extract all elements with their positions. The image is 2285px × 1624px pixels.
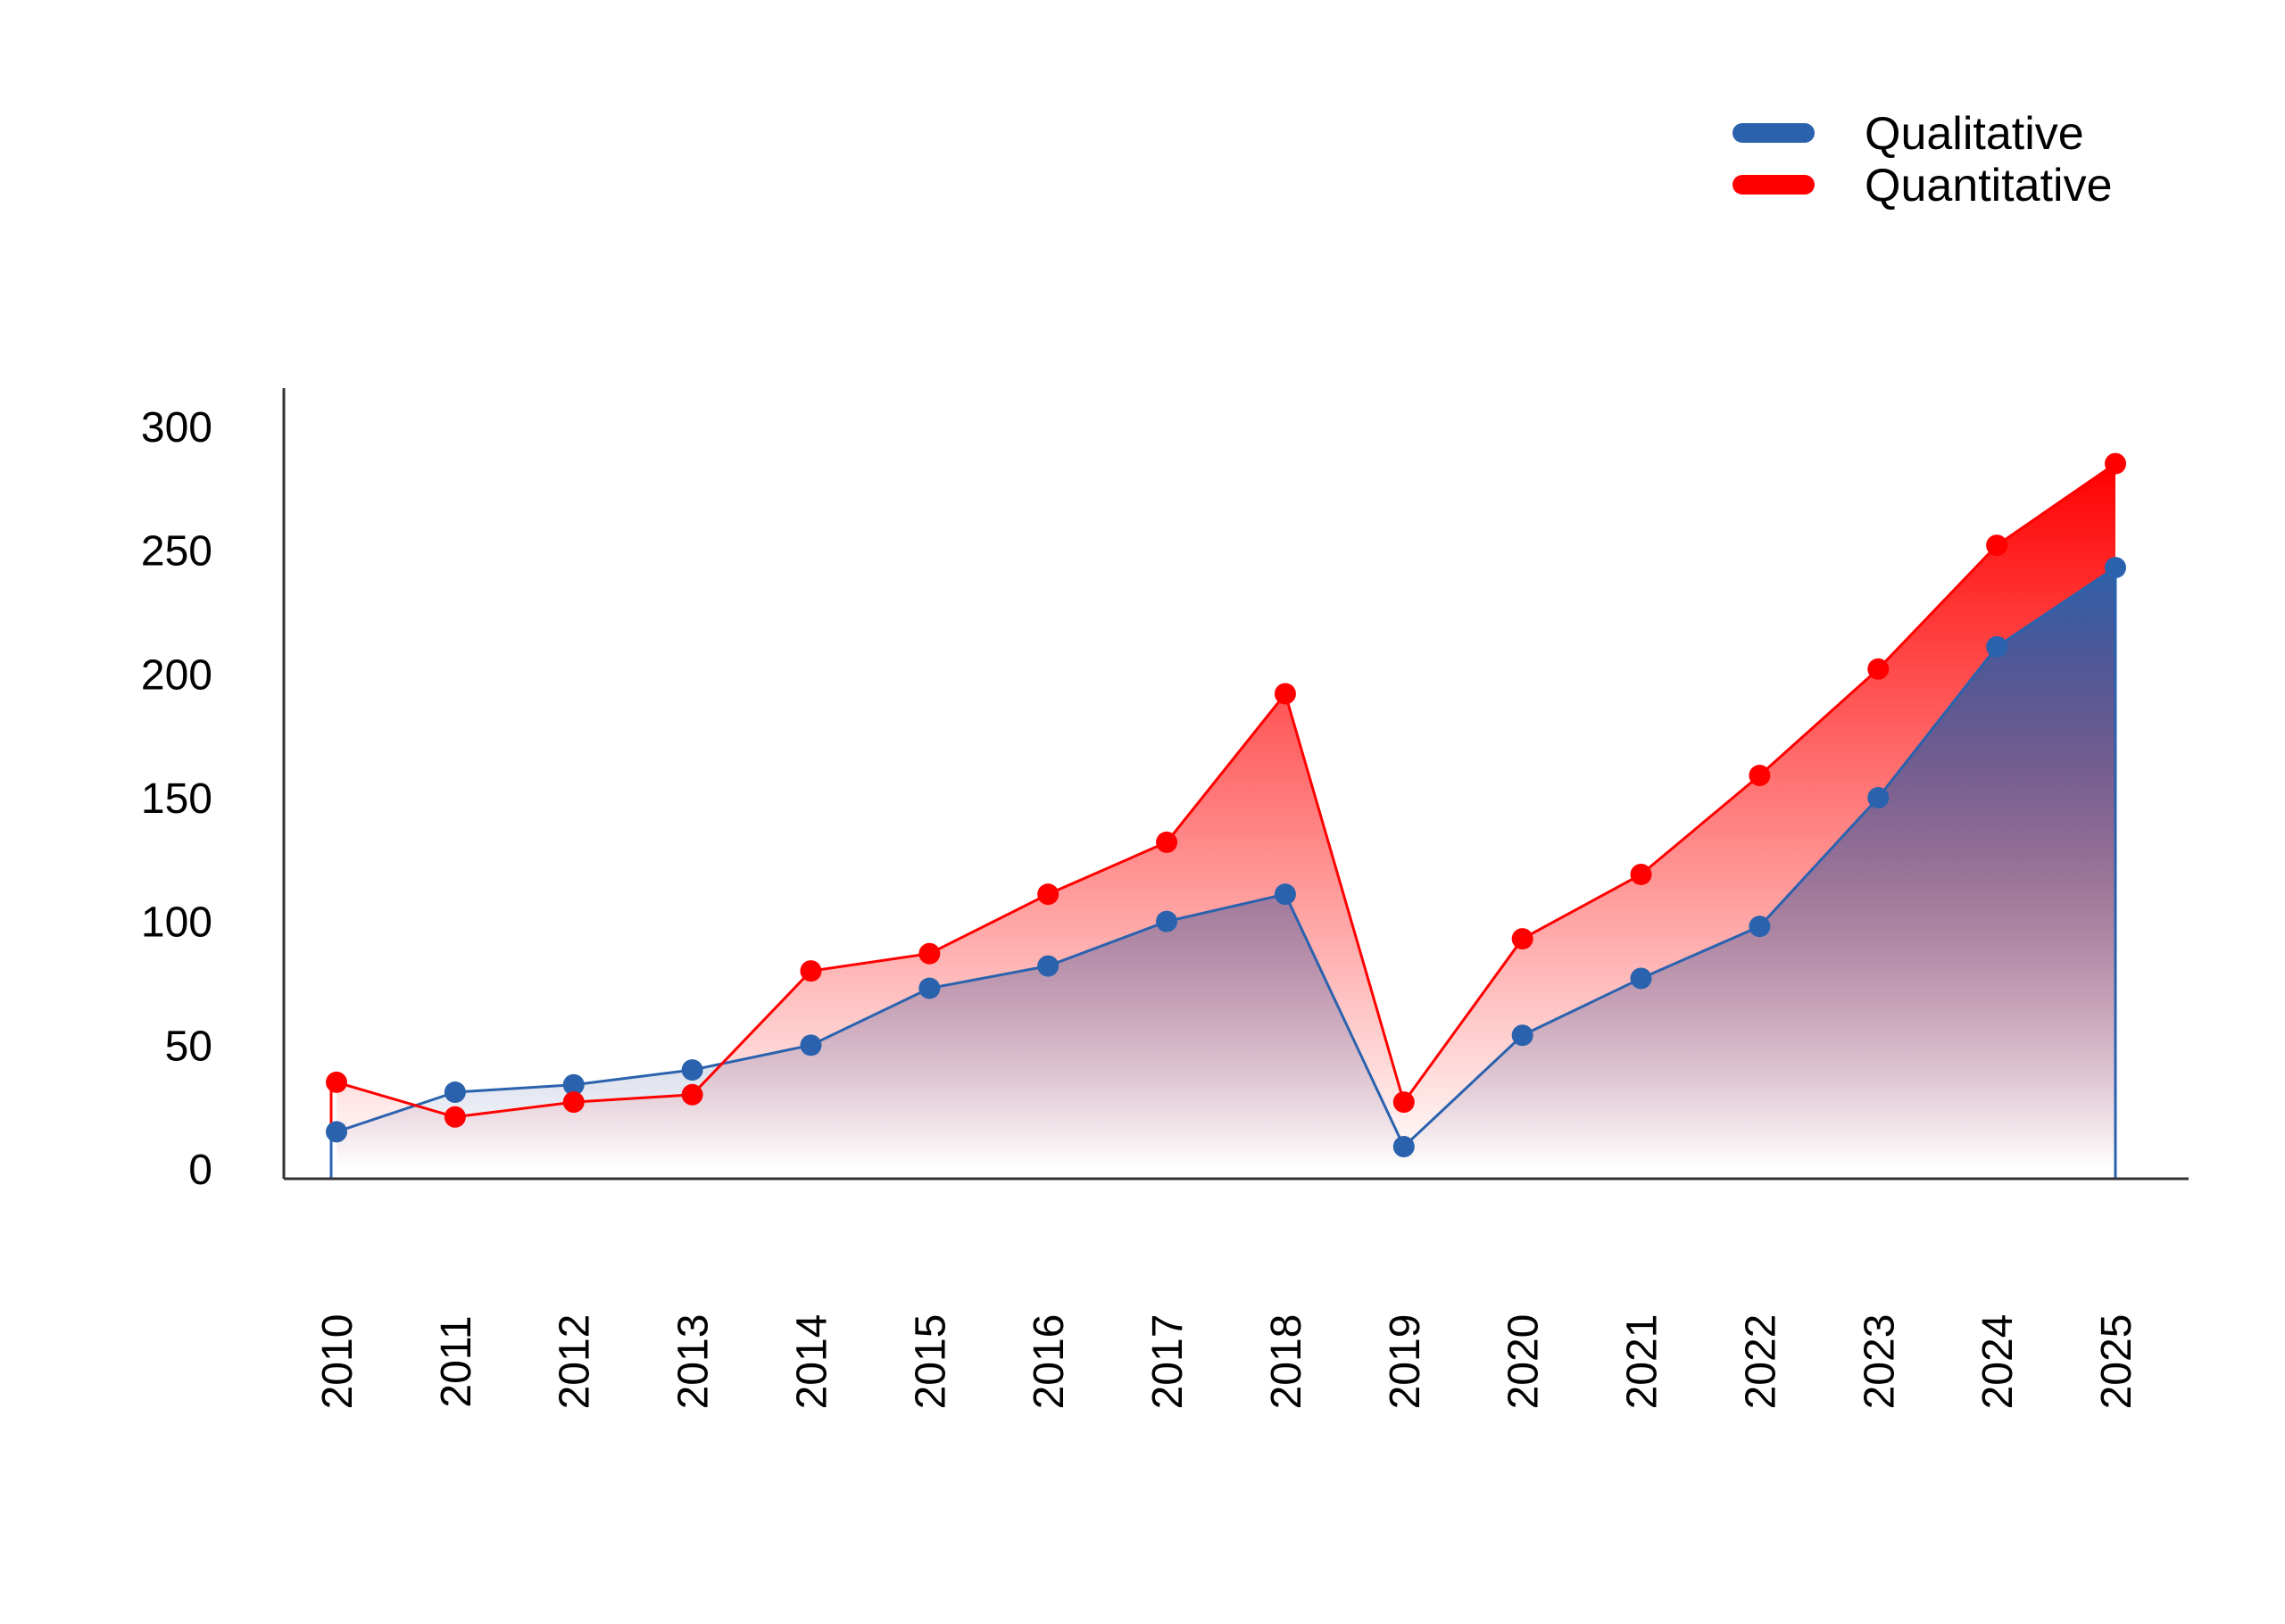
x-tick-label: 2012 bbox=[552, 1314, 599, 1410]
qualitative-point bbox=[1630, 967, 1652, 990]
quantitative-point bbox=[1037, 883, 1059, 906]
x-tick-label: 2025 bbox=[2093, 1314, 2140, 1410]
plot-areas bbox=[326, 452, 2126, 1179]
legend-label: Quantitative bbox=[1865, 160, 2113, 211]
x-tick-label: 2022 bbox=[1737, 1314, 1784, 1410]
x-tick-labels: 2010 2011 2012 2013 2014 2015 2016 2017 2018 2019… bbox=[314, 1314, 2140, 1410]
quantitative-point bbox=[1511, 928, 1533, 950]
qualitative-line bbox=[336, 566, 2116, 1149]
y-tick-labels: 0 50 100 150 200 250 300 bbox=[141, 404, 212, 1194]
x-tick-label: 2023 bbox=[1856, 1314, 1903, 1410]
quantitative-point bbox=[444, 1106, 466, 1128]
qualitative-area bbox=[337, 568, 2115, 1179]
quantitative-point bbox=[1274, 683, 1296, 705]
quantitative-point bbox=[1156, 831, 1178, 853]
quantitative-point bbox=[1867, 658, 1890, 680]
qualitative-point bbox=[800, 1034, 822, 1056]
quantitative-point bbox=[1749, 765, 1771, 787]
y-tick-label: 300 bbox=[141, 404, 212, 452]
y-tick-label: 50 bbox=[165, 1023, 212, 1070]
x-tick-label: 2016 bbox=[1026, 1314, 1073, 1410]
x-tick-label: 2017 bbox=[1144, 1314, 1192, 1410]
y-tick-label: 150 bbox=[141, 775, 212, 823]
qualitative-point bbox=[1392, 1136, 1415, 1158]
qualitative-point bbox=[444, 1081, 466, 1104]
x-tick-label: 2014 bbox=[788, 1314, 835, 1410]
x-tick-label: 2010 bbox=[314, 1314, 361, 1410]
qualitative-point bbox=[2105, 557, 2126, 579]
quantitative-point bbox=[1986, 534, 2008, 557]
quantitative-point bbox=[1630, 863, 1652, 885]
qualitative-point bbox=[1986, 635, 2008, 658]
quantitative-point bbox=[2105, 452, 2126, 475]
qualitative-point bbox=[1867, 787, 1890, 808]
qualitative-point bbox=[918, 977, 941, 999]
quantitative-point bbox=[918, 942, 941, 965]
quantitative-point bbox=[800, 960, 822, 982]
quantitative-point bbox=[1392, 1091, 1415, 1114]
y-tick-label: 100 bbox=[141, 899, 212, 947]
qualitative-point bbox=[562, 1073, 585, 1096]
x-tick-label: 2013 bbox=[670, 1314, 718, 1410]
x-tick-label: 2011 bbox=[433, 1315, 480, 1407]
quantitative-point bbox=[562, 1091, 585, 1114]
x-tick-label: 2019 bbox=[1382, 1314, 1429, 1410]
qualitative-point bbox=[1274, 883, 1296, 906]
qualitative-point bbox=[326, 1121, 347, 1143]
qualitative-point bbox=[1156, 910, 1178, 932]
qualitative-point bbox=[1037, 955, 1059, 977]
x-tick-label: 2018 bbox=[1263, 1314, 1310, 1410]
qualitative-point bbox=[1511, 1024, 1533, 1047]
x-tick-label: 2024 bbox=[1974, 1314, 2022, 1410]
y-tick-label: 250 bbox=[141, 528, 212, 576]
y-tick-label: 200 bbox=[141, 651, 212, 699]
y-tick-label: 0 bbox=[188, 1147, 212, 1194]
x-tick-label: 2015 bbox=[907, 1314, 954, 1410]
x-tick-label: 2021 bbox=[1619, 1314, 1666, 1410]
quantitative-point bbox=[681, 1083, 703, 1106]
quantitative-point bbox=[326, 1071, 347, 1093]
qualitative-point bbox=[1749, 916, 1771, 938]
qualitative-point bbox=[681, 1059, 703, 1081]
x-tick-label: 2020 bbox=[1500, 1314, 1548, 1410]
legend-label: Qualitative bbox=[1865, 108, 2084, 160]
quantitative-line bbox=[336, 462, 2116, 1119]
